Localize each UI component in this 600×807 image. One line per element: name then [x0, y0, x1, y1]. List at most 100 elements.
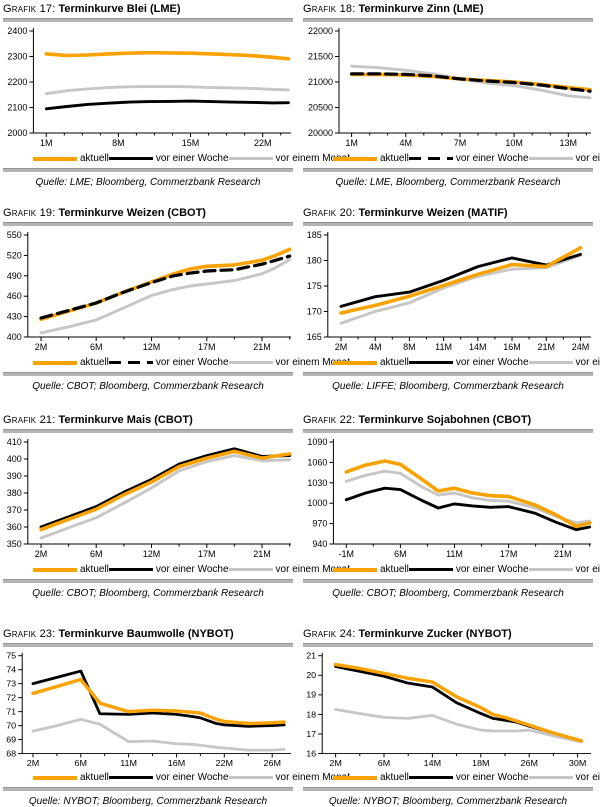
y-axis-tick-label: 73	[6, 679, 16, 689]
y-axis-tick-label: 21500	[308, 52, 333, 62]
y-axis-tick-label: 75	[6, 651, 16, 661]
chart-legend: aktuell vor einer Woche vor einem Monat	[303, 561, 600, 577]
chart-title: Grafik 21: Terminkurve Mais (CBOT)	[3, 414, 293, 427]
x-axis-tick-label: 11M	[435, 342, 452, 352]
y-axis-tick-label: 180	[307, 256, 322, 266]
chart-title: Grafik 17: Terminkurve Blei (LME)	[3, 3, 293, 16]
chart-title-text: Terminkurve Zinn (LME)	[358, 3, 484, 15]
legend-line-aktuell	[333, 775, 377, 780]
y-axis-tick-label: 400	[7, 332, 22, 342]
chart-canvas-zinn: 20000 20500 21000 21500 22000 1M 4M 7M 10M 13M	[308, 26, 592, 148]
chart-title-text: Terminkurve Weizen (MATIF)	[358, 207, 508, 219]
x-axis-tick-label: 18M	[472, 758, 489, 768]
divider-rule	[3, 429, 293, 433]
chart-panel-weizen-matif: Grafik 20: Terminkurve Weizen (MATIF) 165…	[300, 197, 600, 404]
x-axis-tick-label: 21M	[253, 549, 271, 559]
x-axis-tick-label: 16M	[503, 342, 521, 352]
legend-item-woche: vor einer Woche	[108, 564, 229, 576]
series-line-aktuell	[333, 662, 584, 743]
legend-line-monat	[228, 157, 273, 160]
x-axis-tick-label: 17M	[198, 549, 216, 559]
legend-line-woche	[108, 776, 153, 780]
legend-item-aktuell: aktuell	[33, 153, 109, 165]
x-axis-tick-label: 21M	[253, 342, 271, 352]
legend-item-monat: vor einem Monat	[528, 563, 600, 576]
series-line-vor-einem-Monat	[334, 708, 583, 744]
legend-line-monat	[528, 776, 573, 780]
divider-rule	[303, 429, 593, 433]
legend-label-woche: vor einer Woche	[155, 152, 229, 164]
y-axis-tick-label: 20000	[308, 128, 333, 138]
legend-item-woche: vor einer Woche	[408, 153, 529, 165]
legend-line-aktuell	[33, 567, 77, 572]
legend-label-woche: vor einer Woche	[455, 771, 529, 783]
chart-number-label: Grafik 23:	[3, 628, 56, 640]
x-axis-tick-label: 8M	[112, 138, 125, 148]
legend-line-monat	[228, 568, 273, 571]
y-axis-tick-label: 2000	[7, 128, 27, 138]
legend-item-aktuell: aktuell	[33, 564, 109, 576]
y-axis-tick-label: 21000	[308, 77, 333, 87]
y-axis-tick-label: 970	[312, 519, 327, 529]
legend-item-woche: vor einer Woche	[408, 564, 529, 576]
legend-item-monat: vor einem Monat	[228, 772, 350, 784]
y-axis-tick-label: 19	[306, 690, 316, 700]
chart-number-label: Grafik 20:	[303, 207, 356, 219]
source-caption: Quelle: LME; Bloomberg, Commerzbank Rese…	[35, 177, 261, 188]
series-line-aktuell	[31, 677, 286, 726]
legend-item-woche: vor einer Woche	[108, 357, 229, 369]
legend-label-aktuell: aktuell	[380, 563, 409, 575]
y-axis-tick-label: 2200	[7, 77, 27, 87]
chart-panel-mais-cbot: Grafik 21: Terminkurve Mais (CBOT) 350 360…	[0, 404, 350, 614]
legend-label-aktuell: aktuell	[80, 152, 109, 164]
legend-label-monat: vor einem Monat	[275, 356, 351, 368]
legend-label-aktuell: aktuell	[80, 356, 109, 368]
series-line-vor-einem-Monat	[39, 258, 292, 335]
legend-label-monat: vor einem Monat	[575, 563, 600, 575]
legend-item-woche: vor einer Woche	[108, 772, 229, 784]
y-axis-tick-label: 165	[307, 332, 322, 342]
chart-legend: aktuell vor einer Woche vor einem Monat	[303, 354, 600, 370]
series-line-vor-einem-Monat	[44, 85, 290, 96]
legend-item-aktuell: aktuell	[333, 772, 409, 784]
legend-line-aktuell	[33, 775, 77, 780]
legend-item-monat: vor einem Monat	[228, 153, 350, 165]
chart-legend: aktuell vor einer Woche vor einem Monat	[3, 150, 350, 166]
legend-label-aktuell: aktuell	[80, 563, 109, 575]
source-caption: Quelle: CBOT; Bloomberg, Commerzbank Res…	[32, 588, 264, 599]
legend-label-monat: vor einem Monat	[575, 356, 600, 368]
x-axis-tick-label: 12M	[143, 342, 161, 352]
legend-item-aktuell: aktuell	[333, 153, 409, 165]
chart-number-label: Grafik 19:	[3, 207, 56, 219]
chart-canvas-weizen-cbot: 400 430 460 490 520 550 2M 6M 12M 17M 21M	[7, 230, 292, 352]
x-axis-tick-label: 21M	[554, 549, 572, 559]
x-axis-tick-label: 6M	[394, 549, 407, 559]
legend-line-aktuell	[333, 156, 377, 161]
chart-panel-zucker-nybot: Grafik 24: Terminkurve Zucker (NYBOT) 16 1…	[300, 614, 600, 807]
legend-line-monat	[528, 157, 573, 160]
y-axis-tick-label: 410	[7, 437, 22, 447]
legend-label-monat: vor einem Monat	[575, 771, 600, 783]
y-axis-tick-label: 70	[6, 721, 16, 731]
chart-number-label: Grafik 21:	[3, 414, 56, 426]
series-line-vor-einem-Monat	[350, 64, 592, 100]
x-axis-tick-label: 2M	[329, 758, 341, 768]
x-axis-tick-label: -1M	[339, 549, 355, 559]
y-axis-tick-label: 74	[6, 665, 16, 675]
chart-title-text: Terminkurve Blei (LME)	[58, 3, 181, 15]
x-axis-tick-label: 15M	[182, 138, 200, 148]
x-axis-tick-label: 1M	[345, 138, 358, 148]
legend-item-woche: vor einer Woche	[108, 152, 229, 165]
y-axis-tick-label: 550	[7, 230, 22, 240]
legend-item-aktuell: aktuell	[33, 357, 109, 369]
series-line-vor-einer-Woche	[339, 252, 582, 308]
x-axis-tick-label: 2M	[35, 549, 48, 559]
x-axis-tick-label: 4M	[400, 138, 413, 148]
x-axis-tick-label: 26M	[520, 758, 537, 768]
legend-line-woche	[108, 157, 153, 160]
legend-line-aktuell	[33, 360, 77, 365]
x-axis-tick-label: 8M	[403, 342, 416, 352]
y-axis-tick-label: 2100	[7, 103, 27, 113]
divider-rule	[303, 168, 593, 172]
source-caption: Quelle: CBOT; Bloomberg, Commerzbank Res…	[32, 381, 264, 392]
